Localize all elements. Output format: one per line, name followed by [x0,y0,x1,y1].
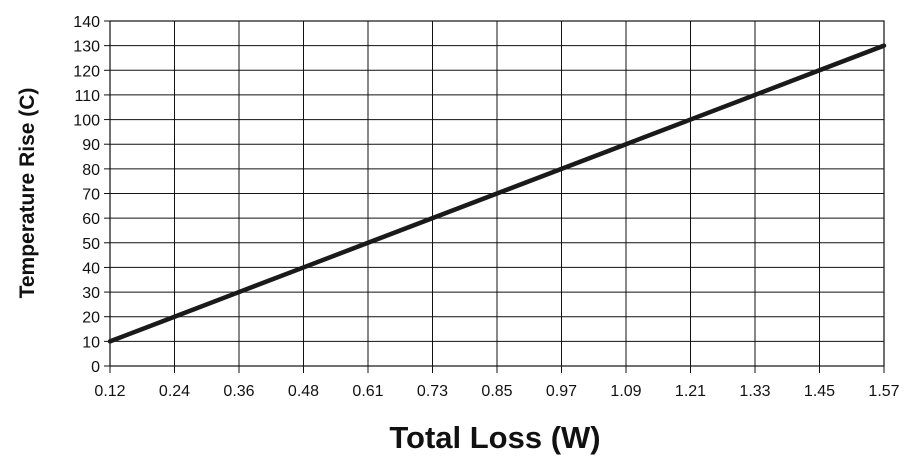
y-tick-label: 50 [82,236,100,253]
y-tick-label: 40 [82,260,100,277]
x-tick-label: 1.45 [804,383,835,400]
x-tick-label: 0.97 [546,383,577,400]
y-tick-label: 60 [82,211,100,228]
x-tick-label: 0.85 [481,383,512,400]
x-tick-label: 1.57 [868,383,899,400]
x-axis-label: Total Loss (W) [389,420,600,455]
y-tick-label: 70 [82,187,100,204]
x-tick-label: 0.61 [352,383,383,400]
y-tick-label: 100 [73,113,100,130]
y-tick-label: 30 [82,285,100,302]
y-tick-label: 10 [82,334,100,351]
x-tick-label: 0.12 [94,383,125,400]
y-tick-label: 120 [73,63,100,80]
x-tick-label: 0.73 [417,383,448,400]
x-tick-label: 0.48 [288,383,319,400]
y-tick-label: 0 [91,359,100,376]
y-tick-label: 140 [73,14,100,31]
x-tick-label: 0.36 [223,383,254,400]
series-line [107,43,887,344]
x-tick-label: 1.33 [739,383,770,400]
x-axis-ticks: 0.12 0.24 0.36 0.48 0.61 0.73 0.85 0.97 1.09 1.21… [94,366,900,400]
series-group [107,43,887,344]
y-tick-label: 110 [74,88,100,105]
y-tick-label: 80 [82,162,100,179]
y-tick-label: 20 [82,310,100,327]
y-tick-label: 130 [73,39,100,56]
y-tick-label: 90 [82,137,100,154]
y-axis-label: Temperature Rise (C) [16,88,39,299]
x-tick-label: 1.21 [675,383,706,400]
x-tick-label: 0.24 [159,383,190,400]
x-tick-label: 1.09 [610,383,641,400]
y-axis-ticks: 0 10 20 30 40 50 60 70 80 90 100 110 120 130 140 [73,14,110,376]
